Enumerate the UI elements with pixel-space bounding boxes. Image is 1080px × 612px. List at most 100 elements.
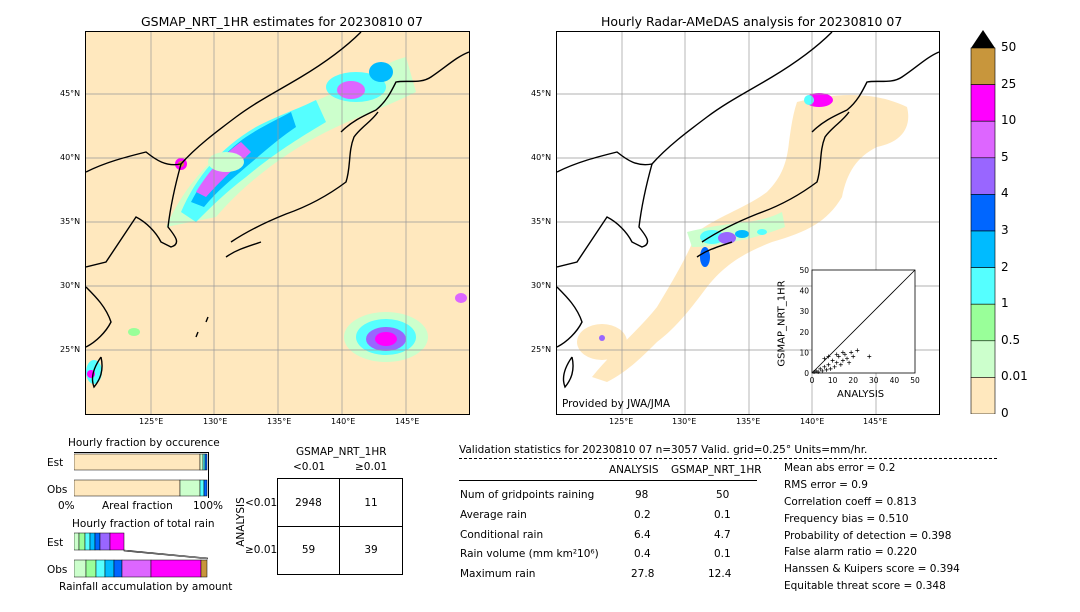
scatter-point xyxy=(867,354,872,359)
colorbar-tick-label: 4 xyxy=(1001,186,1009,201)
scatter-point xyxy=(832,364,837,369)
scatter-point xyxy=(816,369,821,374)
total-rain-title: Hourly fraction of total rain xyxy=(72,518,215,530)
colorbar-swatch xyxy=(970,47,996,85)
validation-row-analysis: 0.2 xyxy=(634,509,651,521)
colorbar-tick-label: 0.5 xyxy=(1001,332,1021,347)
scatter-x-tick: 40 xyxy=(890,376,900,385)
scatter-diagonal xyxy=(811,269,916,374)
scatter-x-tick: 0 xyxy=(810,376,815,385)
scatter-y-tick: 20 xyxy=(799,328,809,337)
right-lon-label: 145°E xyxy=(863,417,888,426)
scatter-point xyxy=(830,358,835,363)
validation-row-label: Conditional rain xyxy=(460,529,544,541)
total-rain-row-est: Est xyxy=(47,537,64,549)
colorbar-swatch xyxy=(970,84,996,122)
right-lat-label: 45°N xyxy=(531,89,552,98)
score-line: Mean abs error = 0.2 xyxy=(784,462,896,474)
validation-row-label: Num of gridpoints raining xyxy=(460,489,595,501)
scatter-point xyxy=(840,358,845,363)
occurrence-est-none xyxy=(73,453,201,471)
right-map: Provided by JWA/JMA xyxy=(556,31,940,415)
data-credit: Provided by JWA/JMA xyxy=(562,398,671,410)
contingency-table: 2948 11 59 39 xyxy=(277,478,403,575)
validation-col-gsmap: GSMAP_NRT_1HR xyxy=(671,464,762,476)
validation-row-gsmap: 4.7 xyxy=(714,529,731,541)
left-map xyxy=(85,31,470,415)
right-lat-label: 30°N xyxy=(531,281,552,290)
colorbar-tick-label: 1 xyxy=(1001,296,1009,311)
occurrence-chart xyxy=(73,452,209,498)
right-rain-field xyxy=(577,93,909,383)
colorbar-swatch xyxy=(970,303,996,342)
scatter-y-tick: 50 xyxy=(799,266,809,275)
validation-row-label: Average rain xyxy=(460,509,527,521)
scatter-point xyxy=(814,368,819,373)
occurrence-est-high xyxy=(204,453,208,471)
colorbar-swatch xyxy=(970,120,996,159)
left-lon-label: 130°E xyxy=(203,417,228,426)
colorbar-swatch xyxy=(970,267,996,305)
right-lat-label: 35°N xyxy=(531,217,552,226)
scatter-point xyxy=(855,348,860,353)
occurrence-title: Hourly fraction by occurence xyxy=(68,437,220,449)
left-lat-label: 30°N xyxy=(60,281,81,290)
total-rain-est-4 xyxy=(89,532,96,551)
colorbar-swatch xyxy=(970,230,996,268)
total-rain-obs-7 xyxy=(150,559,202,578)
total-rain-bars xyxy=(73,532,209,578)
scatter-y-tick: 0 xyxy=(804,369,809,378)
left-lat-label: 45°N xyxy=(60,89,81,98)
validation-row-gsmap: 12.4 xyxy=(708,568,732,580)
contingency-col-above: ≥0.01 xyxy=(355,461,388,473)
left-map-canvas xyxy=(86,32,469,414)
scatter-plot: 00 10 10 20 20 30 30 40 40 50 50 xyxy=(799,266,920,385)
scatter-point xyxy=(847,360,852,365)
occurrence-bars xyxy=(73,453,208,497)
left-lon-label: 135°E xyxy=(267,417,292,426)
colorbar-tick-label: 0.01 xyxy=(1001,369,1028,384)
total-rain-est-6 xyxy=(99,532,111,551)
left-lon-label: 125°E xyxy=(139,417,164,426)
validation-row-label: Rain volume (mm km²10⁶) xyxy=(460,548,599,560)
occurrence-est-light xyxy=(199,453,204,471)
total-rain-axis-label: Rainfall accumulation by amount xyxy=(59,581,233,593)
right-lon-label: 130°E xyxy=(672,417,697,426)
left-coastline xyxy=(86,32,469,389)
occurrence-obs-high xyxy=(203,479,208,497)
score-line: Hanssen & Kuipers score = 0.394 xyxy=(784,563,960,575)
scatter-point xyxy=(845,356,850,361)
contingency-cell-false-alarm: 11 xyxy=(364,497,378,509)
left-lat-label: 35°N xyxy=(60,217,81,226)
occurrence-axis-label: Areal fraction xyxy=(102,500,173,512)
contingency-cell-miss: 59 xyxy=(301,544,316,556)
occurrence-obs-mid xyxy=(199,479,205,497)
colorbar-extend-arrow xyxy=(971,30,995,48)
right-map-title: Hourly Radar-AMeDAS analysis for 2023081… xyxy=(601,14,903,29)
scatter-x-tick: 50 xyxy=(910,376,920,385)
left-lat-label: 25°N xyxy=(60,345,81,354)
scatter-point xyxy=(849,350,854,355)
total-rain-row-obs: Obs xyxy=(47,564,68,576)
scatter-point xyxy=(822,356,827,361)
colorbar-tick-label: 25 xyxy=(1001,76,1017,91)
colorbar-tick-label: 3 xyxy=(1001,223,1009,237)
colorbar-tick-label: 10 xyxy=(1001,113,1017,128)
left-map-title: GSMAP_NRT_1HR estimates for 20230810 07 xyxy=(141,14,423,29)
colorbar-swatch xyxy=(970,340,996,378)
occurrence-est-mid xyxy=(202,453,206,471)
total-rain-connector xyxy=(123,549,209,560)
left-lon-label: 145°E xyxy=(395,417,420,426)
contingency-row-above: ≥0.01 xyxy=(245,544,278,556)
score-line: RMS error = 0.9 xyxy=(784,479,868,491)
colorbar-tick-label: 50 xyxy=(1001,40,1017,54)
contingency-cell-hit: 39 xyxy=(364,544,378,556)
colorbar-swatch xyxy=(970,194,996,232)
validation-divider xyxy=(459,458,997,459)
scatter-point xyxy=(826,354,831,359)
total-rain-obs-4 xyxy=(104,559,115,578)
scatter-point xyxy=(826,362,831,367)
scatter-point xyxy=(834,360,839,365)
scatter-y-tick: 10 xyxy=(799,348,809,357)
occurrence-row-est: Est xyxy=(47,457,64,469)
